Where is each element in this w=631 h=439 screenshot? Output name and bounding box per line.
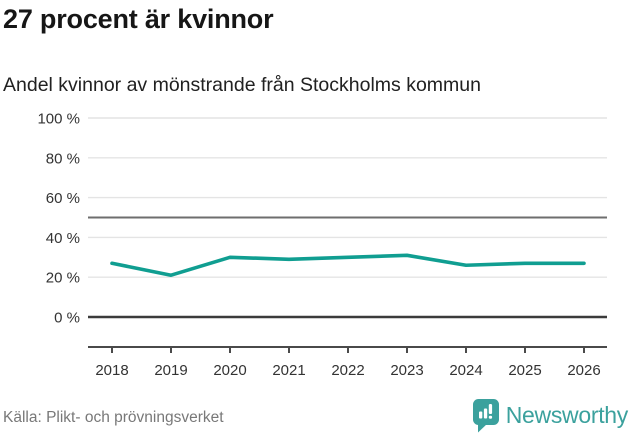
source-note: Källa: Plikt- och prövningsverket [3,409,224,426]
page-title: 27 procent är kvinnor [3,4,274,34]
y-tick-label: 0 % [54,310,80,327]
y-tick-label: 80 % [46,150,80,167]
x-tick-label: 2018 [95,362,128,379]
x-tick-label: 2026 [567,362,600,379]
newsworthy-wordmark: Newsworthy [505,402,629,428]
newsworthy-logo[interactable]: Newsworthy [472,398,628,433]
x-tick-label: 2019 [154,362,187,379]
data-line-andel-kvinnor- [110,253,586,278]
newsworthy-bubble-chart-icon [472,399,499,433]
chart-subtitle: Andel kvinnor av mönstrande från Stockho… [3,74,481,96]
y-tick-label: 40 % [46,230,80,247]
x-tick-label: 2020 [213,362,246,379]
x-tick-label: 2021 [272,362,305,379]
x-tick-label: 2025 [508,362,541,379]
y-tick-label: 60 % [46,190,80,207]
y-tick-label: 20 % [46,270,80,287]
chart-footer: Källa: Plikt- och prövningsverket Newswo… [0,397,631,439]
line-chart: 100 % 80 % 60 % 40 % 20 % 0 % 2018 2019 2020 2021… [37,111,607,379]
x-tick-label: 2024 [449,362,482,379]
y-tick-label: 100 % [37,111,80,128]
x-tick-label: 2022 [331,362,364,379]
x-tick-label: 2023 [390,362,423,379]
